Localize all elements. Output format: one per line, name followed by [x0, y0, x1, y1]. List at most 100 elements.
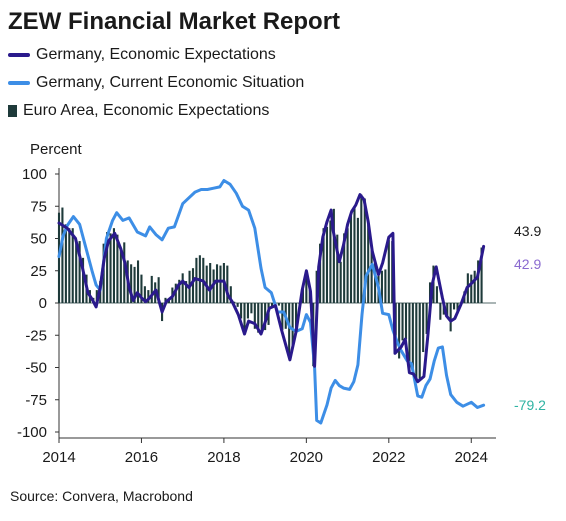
- bar-euro-area: [363, 198, 366, 303]
- bar-euro-area: [136, 260, 140, 303]
- bar-euro-area: [343, 233, 346, 303]
- bar-euro-area: [246, 303, 249, 319]
- bar-euro-area: [301, 288, 304, 303]
- bar-euro-area: [422, 303, 425, 353]
- bar-euro-area: [260, 303, 263, 332]
- y-tick-label: 100: [22, 166, 47, 183]
- bar-euro-area: [356, 217, 359, 303]
- bar-euro-area: [435, 286, 438, 303]
- bar-euro-area: [339, 261, 342, 303]
- bar-euro-area: [370, 248, 373, 303]
- legend-label: Euro Area, Economic Expectations: [23, 102, 270, 119]
- legend-swatch-light-line: [8, 81, 30, 85]
- bar-euro-area: [106, 232, 109, 303]
- bar-euro-area: [322, 228, 325, 303]
- bar-euro-area: [81, 257, 85, 303]
- y-tick-label: -25: [25, 327, 47, 344]
- bar-euro-area: [240, 303, 243, 319]
- bar-euro-area: [250, 303, 253, 314]
- bar-euro-area: [191, 268, 195, 303]
- bar-euro-area: [408, 303, 411, 369]
- legend-label: Germany, Economic Expectations: [36, 46, 276, 63]
- bar-euro-area: [470, 274, 473, 303]
- bar-euro-area: [398, 303, 401, 359]
- bar-euro-area: [167, 300, 171, 303]
- bar-euro-area: [411, 303, 414, 373]
- x-tick-label: 2020: [290, 449, 323, 466]
- bar-euro-area: [291, 303, 294, 346]
- legend-swatch-bar: [8, 105, 17, 117]
- bar-euro-area: [480, 247, 483, 303]
- bar-euro-area: [116, 234, 119, 303]
- bar-euro-area: [219, 265, 222, 303]
- bar-euro-area: [295, 303, 298, 333]
- line-germany-expectations: [57, 193, 486, 384]
- bar-euro-area: [270, 303, 274, 307]
- bar-euro-area: [374, 263, 377, 303]
- bar-euro-area: [319, 243, 322, 303]
- bar-euro-area: [61, 207, 64, 303]
- bar-euro-area: [415, 303, 418, 381]
- bar-euro-area: [147, 290, 150, 303]
- source-note: Source: Convera, Macrobond: [10, 488, 193, 504]
- bar-euro-area: [119, 248, 122, 303]
- bar-euro-area: [157, 277, 160, 303]
- x-tick-label: 2018: [207, 449, 240, 466]
- legend-swatch-dark-line: [8, 53, 30, 57]
- bar-euro-area: [473, 270, 476, 303]
- bar-euro-area: [236, 303, 239, 307]
- bar-euro-area: [257, 303, 260, 333]
- bar-euro-area: [64, 224, 67, 303]
- bar-euro-area: [446, 303, 449, 316]
- bar-euro-area: [349, 213, 353, 303]
- bar-euro-area: [133, 266, 136, 303]
- bar-euro-area: [360, 194, 363, 303]
- bar-euro-area: [209, 263, 212, 303]
- bar-euro-area: [305, 270, 308, 303]
- end-label-germany-current: -79.2: [514, 397, 546, 413]
- bar-euro-area: [178, 279, 181, 303]
- x-tick-label: 2014: [42, 449, 75, 466]
- bar-euro-area: [229, 286, 232, 303]
- y-tick-label: 0: [39, 295, 47, 312]
- y-tick-label: 50: [30, 231, 47, 248]
- bar-euro-area: [71, 228, 74, 303]
- x-tick-label: 2016: [125, 449, 158, 466]
- legend-item-euro-expectations: Euro Area, Economic Expectations: [8, 102, 528, 120]
- bar-euro-area: [325, 226, 329, 303]
- y-axis-label: Percent: [30, 141, 82, 158]
- bar-euro-area: [112, 228, 116, 303]
- bar-euro-area: [456, 303, 459, 314]
- y-tick-label: -75: [25, 392, 47, 409]
- legend-label: Germany, Current Economic Situation: [36, 74, 305, 91]
- legend-item-germany-current: Germany, Current Economic Situation: [8, 74, 528, 92]
- bar-euro-area: [215, 264, 219, 303]
- legend-item-germany-expectations: Germany, Economic Expectations: [8, 46, 528, 64]
- bar-euro-area: [346, 228, 349, 303]
- bar-euro-area: [425, 303, 428, 334]
- bar-euro-area: [78, 241, 81, 303]
- y-tick-label: 75: [30, 198, 47, 215]
- chart-title: ZEW Financial Market Report: [8, 8, 341, 35]
- bar-euro-area: [143, 286, 146, 303]
- bar-euro-area: [387, 239, 390, 303]
- bar-euro-area: [384, 269, 387, 303]
- bar-euro-area: [277, 303, 280, 306]
- bar-euro-area: [243, 303, 246, 334]
- bar-euro-area: [453, 303, 456, 310]
- end-label-euro-expectations: 42.9: [514, 256, 542, 272]
- bar-euro-area: [233, 301, 236, 303]
- bar-euro-area: [329, 220, 332, 303]
- line-germany-current: [57, 179, 486, 425]
- bar-euro-area: [404, 303, 408, 340]
- bar-euro-area: [264, 303, 267, 331]
- bar-euro-area: [253, 303, 256, 329]
- bar-euro-area: [439, 303, 442, 320]
- bar-euro-area: [150, 275, 153, 303]
- bar-euro-area: [288, 303, 291, 359]
- bar-euro-area: [418, 303, 421, 380]
- x-tick-label: 2024: [455, 449, 488, 466]
- bar-euro-area: [477, 260, 480, 303]
